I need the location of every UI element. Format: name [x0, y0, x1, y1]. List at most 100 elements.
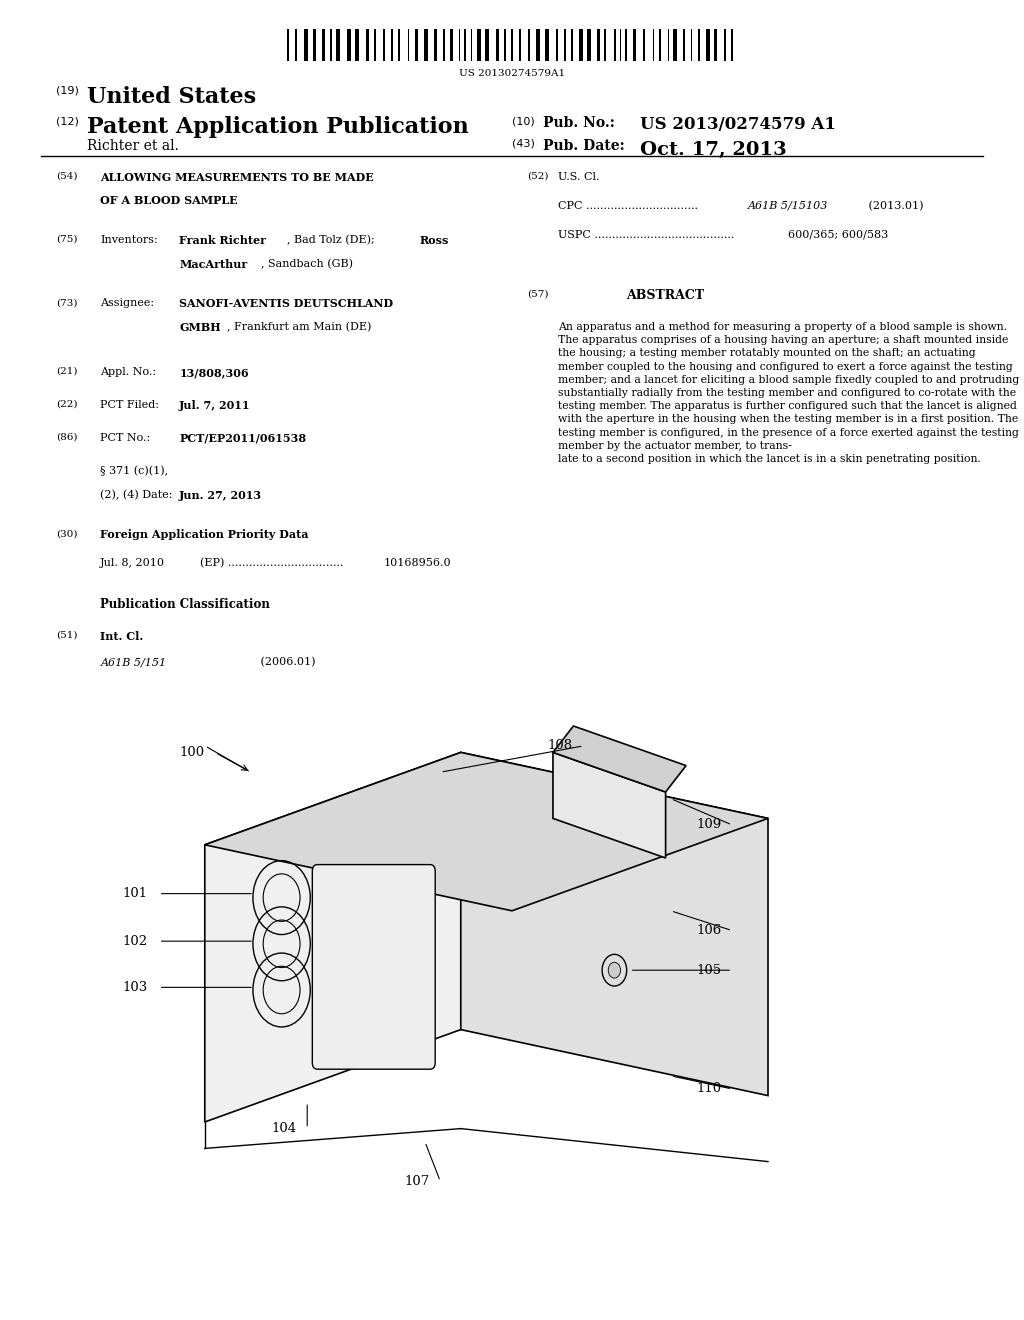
Text: 600/365; 600/583: 600/365; 600/583	[788, 230, 889, 240]
Text: Richter et al.: Richter et al.	[87, 139, 179, 153]
Text: 102: 102	[123, 935, 148, 948]
Text: , Frankfurt am Main (DE): , Frankfurt am Main (DE)	[227, 322, 372, 333]
Bar	[658, 29, 660, 61]
Bar	[528, 29, 530, 61]
Text: (22): (22)	[56, 400, 78, 409]
Bar	[330, 29, 333, 61]
Text: Publication Classification: Publication Classification	[100, 598, 270, 611]
Bar	[398, 29, 400, 61]
Bar	[383, 29, 385, 61]
Text: Jul. 7, 2011: Jul. 7, 2011	[179, 400, 251, 411]
Bar	[367, 29, 369, 61]
Text: 101: 101	[123, 887, 148, 900]
Text: (2013.01): (2013.01)	[865, 201, 924, 211]
Bar	[304, 29, 308, 61]
Text: 13/808,306: 13/808,306	[179, 367, 249, 378]
Text: GMBH: GMBH	[179, 322, 221, 333]
Text: A61B 5/151: A61B 5/151	[100, 657, 167, 668]
Text: PCT Filed:: PCT Filed:	[100, 400, 160, 411]
FancyBboxPatch shape	[312, 865, 435, 1069]
Bar	[580, 29, 584, 61]
Text: CPC ................................: CPC ................................	[558, 201, 698, 211]
Text: USPC ........................................: USPC ...................................…	[558, 230, 734, 240]
Bar	[683, 29, 685, 61]
Text: (57): (57)	[527, 289, 549, 298]
Text: (10): (10)	[512, 116, 535, 127]
Text: (51): (51)	[56, 631, 78, 640]
Text: Frank Richter: Frank Richter	[179, 235, 266, 246]
Bar	[673, 29, 677, 61]
Text: An apparatus and a method for measuring a property of a blood sample is shown. T: An apparatus and a method for measuring …	[558, 322, 1019, 465]
Bar	[690, 29, 692, 61]
Text: A61B 5/15103: A61B 5/15103	[748, 201, 827, 211]
Bar	[633, 29, 636, 61]
Text: , Sandbach (GB): , Sandbach (GB)	[261, 259, 353, 269]
Bar	[450, 29, 453, 61]
Bar	[416, 29, 419, 61]
Bar	[536, 29, 540, 61]
Text: 100: 100	[179, 746, 205, 759]
Text: (21): (21)	[56, 367, 78, 376]
Text: Jul. 8, 2010: Jul. 8, 2010	[100, 558, 165, 569]
Text: (30): (30)	[56, 529, 78, 539]
Bar	[603, 29, 605, 61]
Bar	[477, 29, 481, 61]
Text: Int. Cl.: Int. Cl.	[100, 631, 143, 642]
PathPatch shape	[553, 752, 666, 858]
Text: ABSTRACT: ABSTRACT	[627, 289, 705, 302]
Bar	[512, 29, 513, 61]
Text: Patent Application Publication: Patent Application Publication	[87, 116, 469, 139]
PathPatch shape	[553, 726, 686, 792]
Bar	[408, 29, 410, 61]
Text: MacArthur: MacArthur	[179, 259, 248, 269]
Bar	[434, 29, 437, 61]
Text: (12): (12)	[56, 116, 79, 127]
Bar	[597, 29, 600, 61]
Text: (86): (86)	[56, 433, 78, 442]
Text: 110: 110	[696, 1082, 722, 1096]
Text: 107: 107	[404, 1175, 430, 1188]
Bar	[287, 29, 289, 61]
Bar	[374, 29, 376, 61]
Bar	[714, 29, 717, 61]
Text: (2), (4) Date:: (2), (4) Date:	[100, 490, 173, 500]
Bar	[519, 29, 521, 61]
Text: US 2013/0274579 A1: US 2013/0274579 A1	[640, 116, 836, 133]
Text: OF A BLOOD SAMPLE: OF A BLOOD SAMPLE	[100, 195, 238, 206]
Bar	[323, 29, 326, 61]
Text: Ross: Ross	[420, 235, 450, 246]
Text: , Bad Tolz (DE);: , Bad Tolz (DE);	[287, 235, 375, 246]
Bar	[730, 29, 733, 61]
Bar	[337, 29, 341, 61]
Bar	[425, 29, 428, 61]
Bar	[485, 29, 489, 61]
Bar	[355, 29, 359, 61]
Bar	[613, 29, 615, 61]
Text: 109: 109	[696, 818, 722, 832]
Text: Oct. 17, 2013: Oct. 17, 2013	[640, 141, 786, 160]
PathPatch shape	[461, 752, 768, 1096]
Text: Jun. 27, 2013: Jun. 27, 2013	[179, 490, 262, 500]
Bar	[706, 29, 710, 61]
Text: Assignee:: Assignee:	[100, 298, 155, 309]
Text: 108: 108	[548, 739, 573, 752]
Bar	[391, 29, 393, 61]
Text: 105: 105	[696, 964, 722, 977]
Text: PCT No.:: PCT No.:	[100, 433, 151, 444]
Text: Pub. Date:: Pub. Date:	[543, 139, 625, 153]
Text: 10168956.0: 10168956.0	[384, 558, 452, 569]
Bar	[724, 29, 726, 61]
Bar	[459, 29, 461, 61]
PathPatch shape	[205, 752, 768, 911]
Bar	[564, 29, 565, 61]
Text: 106: 106	[696, 924, 722, 937]
Text: (43): (43)	[512, 139, 535, 149]
Bar	[471, 29, 472, 61]
Text: US 20130274579A1: US 20130274579A1	[459, 69, 565, 78]
Bar	[546, 29, 550, 61]
Text: (54): (54)	[56, 172, 78, 181]
Bar	[464, 29, 467, 61]
Text: (2006.01): (2006.01)	[236, 657, 315, 668]
Bar	[556, 29, 558, 61]
Bar	[505, 29, 507, 61]
